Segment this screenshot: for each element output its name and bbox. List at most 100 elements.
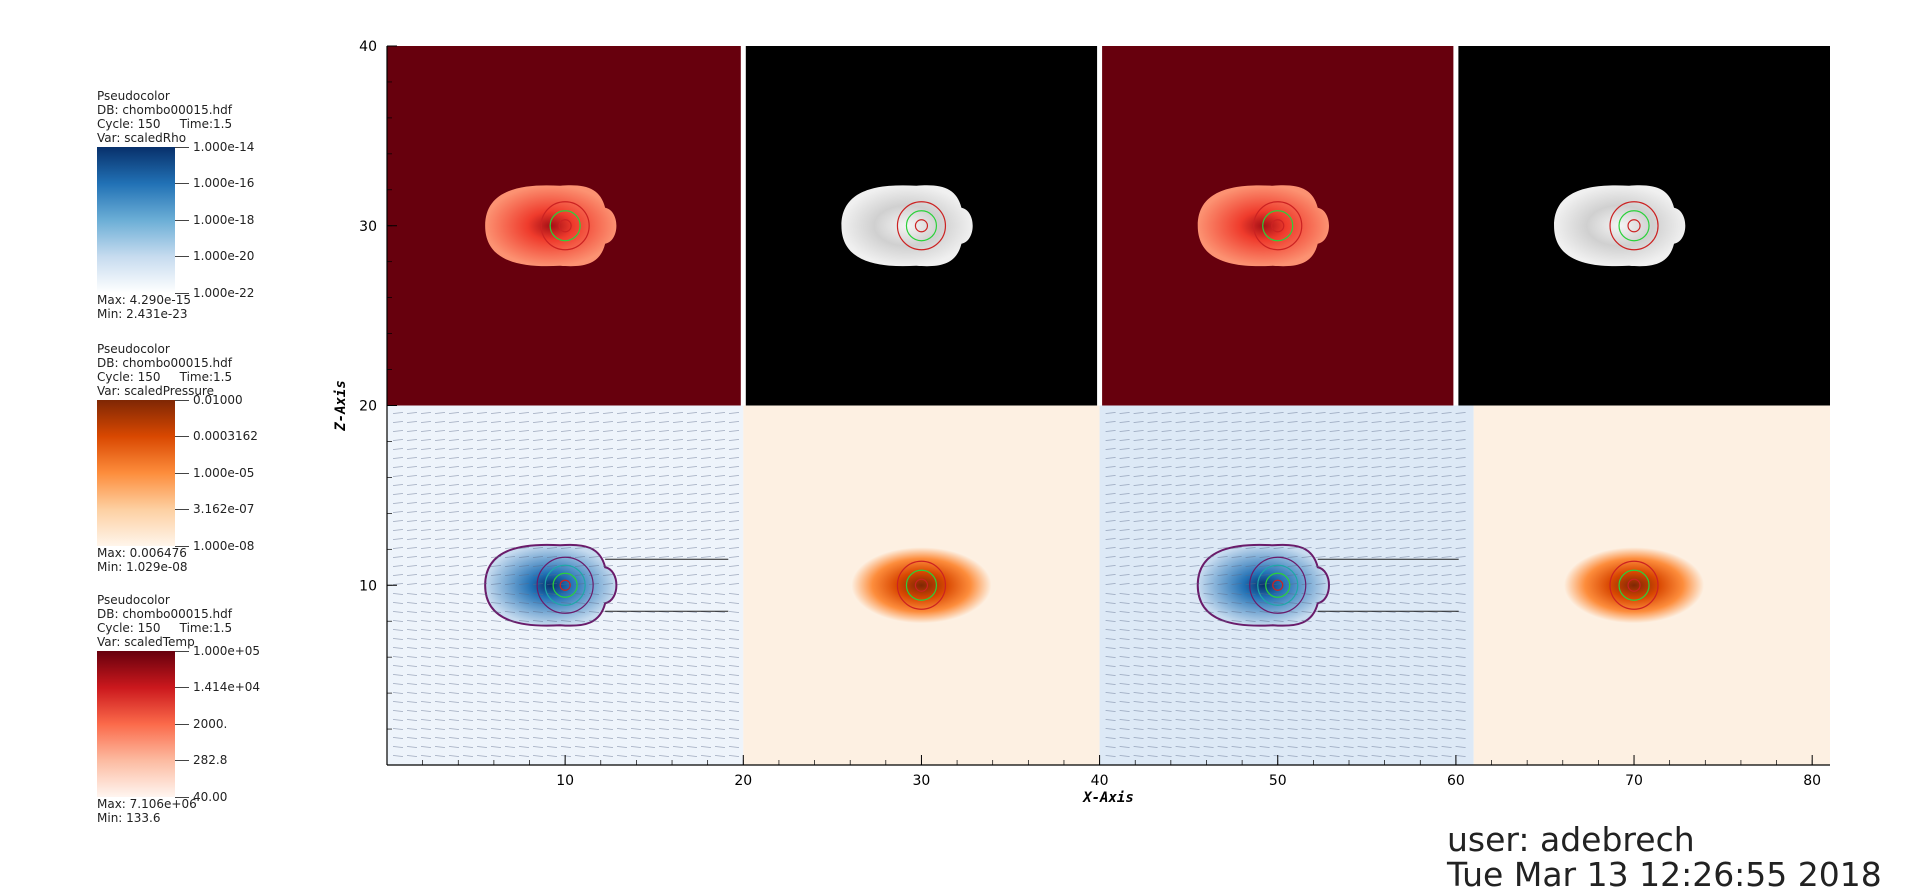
velocity-vector	[406, 493, 418, 495]
velocity-vector	[1357, 583, 1368, 585]
velocity-vector	[1371, 620, 1382, 622]
velocity-vector	[1413, 656, 1424, 658]
velocity-vector	[574, 629, 586, 631]
velocity-vector	[504, 448, 516, 450]
bubble-shape	[1554, 185, 1686, 267]
velocity-vector	[1427, 674, 1438, 676]
velocity-vector	[1287, 448, 1298, 450]
velocity-vector	[1385, 746, 1396, 748]
velocity-vector	[1427, 710, 1438, 712]
velocity-vector	[588, 520, 600, 522]
velocity-vector	[546, 683, 558, 685]
velocity-vector	[462, 412, 474, 414]
velocity-vector	[1413, 529, 1424, 531]
velocity-vector	[1119, 439, 1130, 441]
velocity-vector	[462, 674, 474, 676]
velocity-vector	[392, 430, 404, 432]
velocity-vector	[1343, 466, 1354, 468]
velocity-vector	[448, 719, 460, 721]
velocity-vector	[1189, 538, 1200, 540]
velocity-vector	[686, 457, 698, 459]
velocity-vector	[1455, 421, 1466, 423]
velocity-vector	[644, 448, 656, 450]
velocity-vector	[630, 538, 642, 540]
velocity-vector	[518, 484, 530, 486]
velocity-vector	[1301, 728, 1312, 730]
velocity-vector	[1385, 475, 1396, 477]
velocity-vector	[1329, 466, 1340, 468]
velocity-vector	[560, 620, 572, 622]
velocity-vector	[420, 538, 432, 540]
velocity-vector	[1175, 421, 1186, 423]
legend-db: DB: chombo00015.hdf	[97, 607, 232, 621]
velocity-vector	[686, 412, 698, 414]
velocity-vector	[1413, 755, 1424, 757]
velocity-vector	[672, 493, 684, 495]
velocity-vector	[700, 493, 712, 495]
velocity-vector	[462, 710, 474, 712]
velocity-vector	[518, 602, 530, 604]
velocity-vector	[588, 719, 600, 721]
velocity-vector	[728, 593, 740, 595]
velocity-vector	[1147, 674, 1158, 676]
velocity-vector	[1189, 556, 1200, 558]
velocity-vector	[1427, 538, 1438, 540]
velocity-vector	[560, 547, 572, 549]
velocity-vector	[574, 746, 586, 748]
velocity-vector	[1217, 719, 1228, 721]
velocity-vector	[1161, 701, 1172, 703]
velocity-vector	[1385, 665, 1396, 667]
velocity-vector	[490, 629, 502, 631]
velocity-vector	[1231, 556, 1242, 558]
velocity-vector	[504, 574, 516, 576]
velocity-vector	[1203, 593, 1214, 595]
velocity-vector	[1329, 638, 1340, 640]
x-tick-label: 20	[734, 773, 752, 789]
velocity-vector	[1301, 674, 1312, 676]
velocity-vector	[1175, 538, 1186, 540]
velocity-vector	[616, 665, 628, 667]
velocity-vector	[1455, 466, 1466, 468]
velocity-vector	[420, 493, 432, 495]
velocity-vector	[1231, 574, 1242, 576]
velocity-vector	[1245, 602, 1256, 604]
velocity-vector	[1105, 475, 1116, 477]
velocity-vector	[1217, 638, 1228, 640]
velocity-vector	[1161, 421, 1172, 423]
velocity-vector	[700, 484, 712, 486]
velocity-vector	[574, 439, 586, 441]
velocity-vector	[1231, 746, 1242, 748]
velocity-vector	[1119, 583, 1130, 585]
velocity-vector	[1441, 439, 1452, 441]
velocity-vector	[1301, 520, 1312, 522]
velocity-vector	[1231, 583, 1242, 585]
contour-ring	[1609, 201, 1659, 251]
velocity-vector	[616, 565, 628, 567]
velocity-vector	[434, 520, 446, 522]
velocity-vector	[448, 430, 460, 432]
colorbar-tick: 1.000e-16	[175, 177, 254, 189]
velocity-vector	[490, 674, 502, 676]
velocity-vector	[392, 665, 404, 667]
velocity-vector	[630, 656, 642, 658]
velocity-vector	[1161, 746, 1172, 748]
velocity-vector	[686, 737, 698, 739]
velocity-vector	[1455, 583, 1466, 585]
panel-top-scaledTemp	[387, 46, 744, 406]
velocity-vector	[714, 602, 726, 604]
velocity-vector	[700, 511, 712, 513]
velocity-vector	[1385, 439, 1396, 441]
velocity-vector	[1413, 674, 1424, 676]
velocity-vector	[686, 674, 698, 676]
velocity-vector	[1245, 475, 1256, 477]
velocity-vector	[1399, 638, 1410, 640]
velocity-vector	[1427, 502, 1438, 504]
velocity-vector	[1455, 692, 1466, 694]
velocity-vector	[644, 457, 656, 459]
velocity-vector	[1203, 629, 1214, 631]
velocity-vector	[644, 692, 656, 694]
velocity-vector	[1399, 683, 1410, 685]
velocity-vector	[532, 665, 544, 667]
velocity-vector	[644, 665, 656, 667]
velocity-vector	[1441, 520, 1452, 522]
